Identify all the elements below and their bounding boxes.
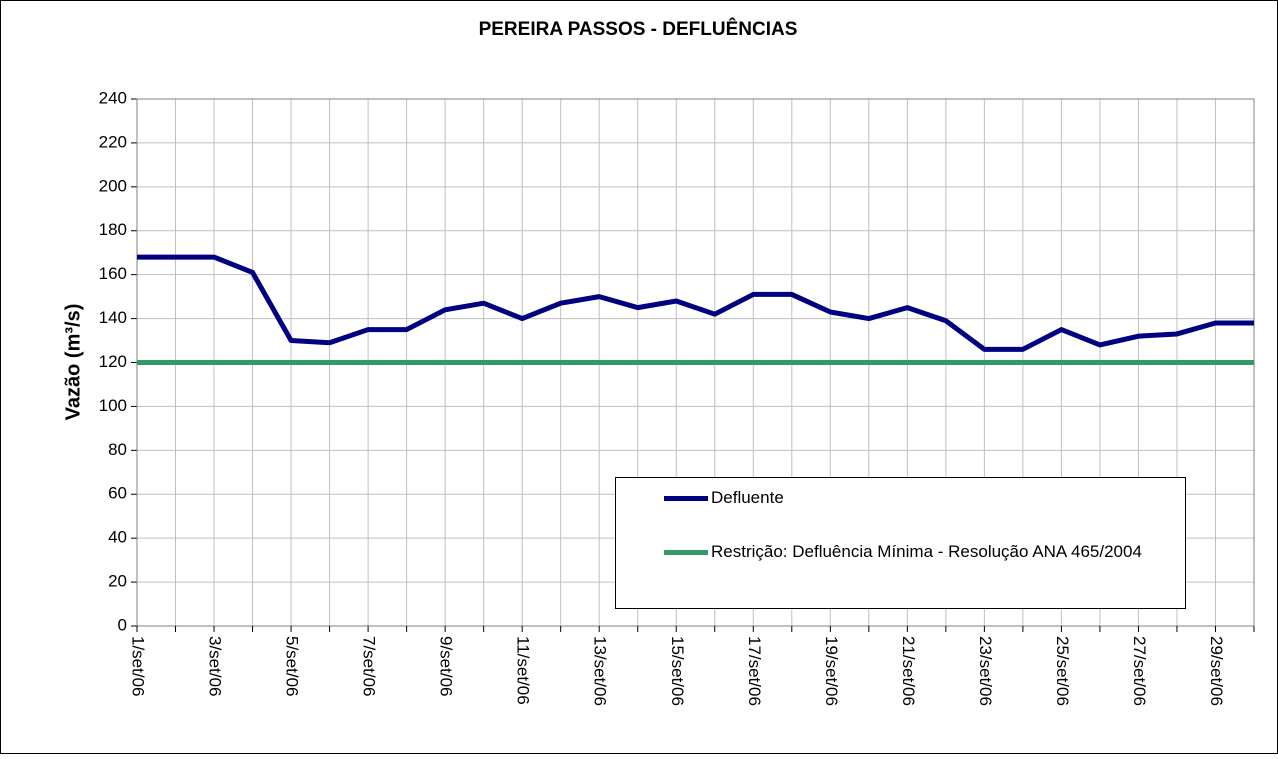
line-series: [137, 254, 1254, 352]
y-tick-label: 140: [99, 308, 127, 327]
legend: Defluente Restrição: Defluência Mínima - …: [615, 477, 1186, 609]
x-tick-label: 9/set/06: [437, 636, 456, 697]
y-tick-label: 240: [99, 88, 127, 107]
y-tick-label: 0: [118, 615, 127, 634]
legend-label: Defluente: [711, 488, 784, 507]
x-tick-label: 21/set/06: [899, 636, 918, 706]
x-tick-label: 27/set/06: [1130, 636, 1149, 706]
chart-title: PEREIRA PASSOS - DEFLUÊNCIAS: [479, 18, 798, 40]
x-tick-label: 15/set/06: [668, 636, 687, 706]
legend-label: Restrição: Defluência Mínima - Resolução…: [711, 542, 1142, 561]
x-tick-label: 5/set/06: [283, 636, 302, 697]
x-tick-label: 13/set/06: [591, 636, 610, 706]
y-tick-label: 180: [99, 220, 127, 239]
y-tick-label: 200: [99, 176, 127, 195]
x-tick-label: 1/set/06: [129, 636, 148, 697]
legend-swatch: [664, 550, 708, 555]
y-tick-label: 80: [108, 440, 127, 459]
x-tick-label: 11/set/06: [514, 636, 533, 705]
y-tick-label: 160: [99, 264, 127, 283]
x-tick-label: 25/set/06: [1053, 636, 1072, 706]
y-axis-label: Vazão (m³/s): [62, 304, 84, 421]
x-tick-label: 19/set/06: [822, 636, 841, 706]
x-tick-label: 7/set/06: [360, 636, 379, 697]
legend-swatch: [664, 496, 708, 501]
x-tick-label: 23/set/06: [976, 636, 995, 706]
y-tick-label: 120: [99, 352, 127, 371]
x-tick-label: 29/set/06: [1207, 636, 1226, 706]
x-tick-label: 17/set/06: [745, 636, 764, 706]
x-tick-label: 3/set/06: [206, 636, 225, 697]
y-tick-label: 40: [108, 528, 127, 547]
y-tick-label: 20: [108, 572, 127, 591]
y-tick-label: 220: [99, 132, 127, 151]
y-tick-label: 100: [99, 396, 127, 415]
y-tick-label: 60: [108, 484, 127, 503]
